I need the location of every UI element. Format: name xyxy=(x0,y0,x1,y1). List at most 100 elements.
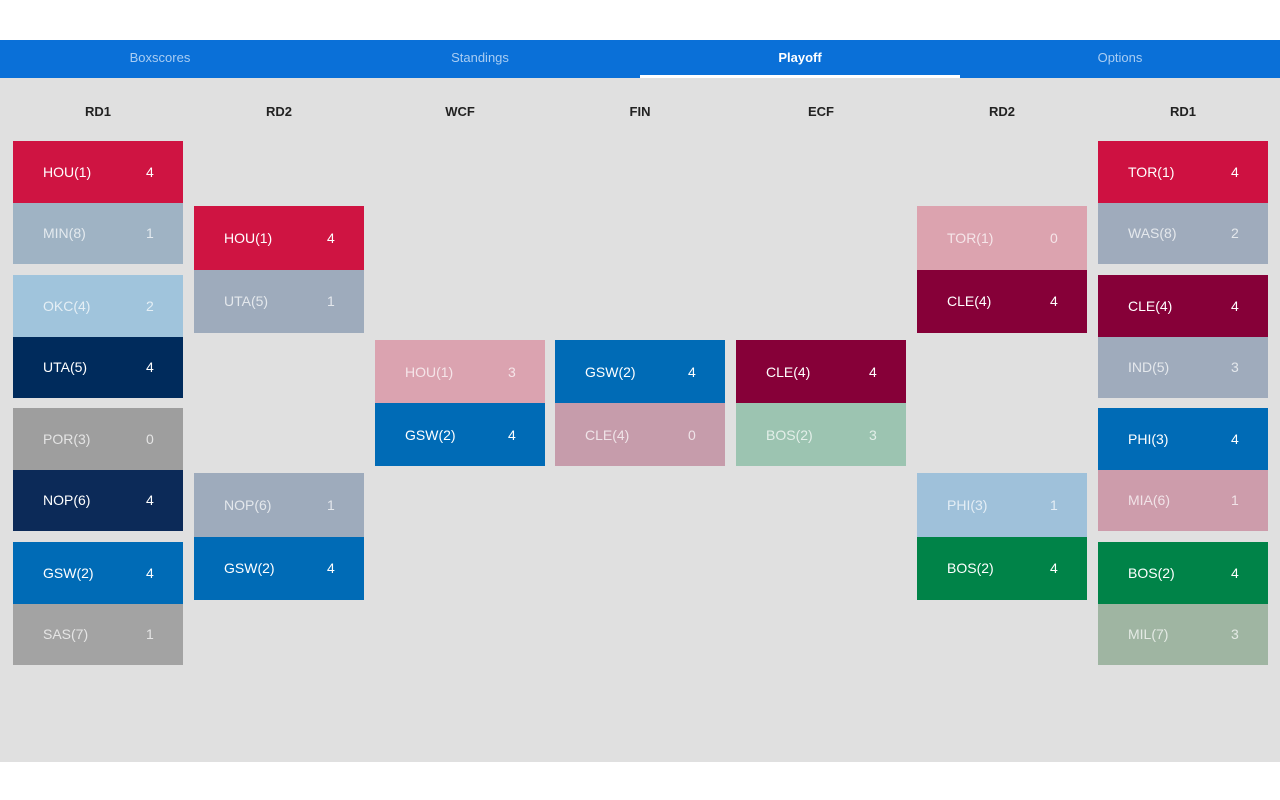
team-score: 0 xyxy=(688,426,696,443)
team-cell[interactable]: CLE(4) 4 xyxy=(1098,275,1268,337)
team-score: 4 xyxy=(146,163,154,180)
team-name: GSW(2) xyxy=(405,426,456,443)
team-name: NOP(6) xyxy=(43,492,91,509)
team-name: CLE(4) xyxy=(766,363,811,380)
team-name: CLE(4) xyxy=(585,426,630,443)
team-cell[interactable]: NOP(6) 1 xyxy=(194,473,364,537)
team-cell[interactable]: MIL(7) 3 xyxy=(1098,603,1268,665)
team-name: SAS(7) xyxy=(43,626,89,643)
team-score: 4 xyxy=(688,363,696,380)
team-cell[interactable]: CLE(4) 0 xyxy=(555,403,725,466)
team-name: GSW(2) xyxy=(43,564,94,581)
tab[interactable]: Standings xyxy=(451,50,509,65)
team-score: 3 xyxy=(869,426,877,443)
team-name: UTA(5) xyxy=(224,293,269,310)
team-name: BOS(2) xyxy=(766,426,813,443)
team-score: 3 xyxy=(1231,626,1239,643)
team-cell[interactable]: PHI(3) 1 xyxy=(917,473,1087,537)
team-score: 4 xyxy=(1231,163,1239,180)
team-cell[interactable]: UTA(5) 4 xyxy=(13,336,183,398)
team-cell[interactable]: OKC(4) 2 xyxy=(13,275,183,337)
round-header: FIN xyxy=(629,104,651,119)
team-score: 1 xyxy=(146,626,154,643)
team-cell[interactable]: HOU(1) 4 xyxy=(13,141,183,203)
team-score: 4 xyxy=(146,359,154,376)
team-cell[interactable]: PHI(3) 4 xyxy=(1098,408,1268,470)
team-name: HOU(1) xyxy=(43,163,92,180)
team-score: 3 xyxy=(508,363,516,380)
team-score: 4 xyxy=(146,492,154,509)
team-cell[interactable]: HOU(1) 4 xyxy=(194,206,364,270)
team-cell[interactable]: GSW(2) 4 xyxy=(13,542,183,604)
team-score: 0 xyxy=(1050,229,1058,246)
team-name: BOS(2) xyxy=(1128,564,1175,581)
team-name: PHI(3) xyxy=(947,496,988,513)
team-cell[interactable]: CLE(4) 4 xyxy=(917,269,1087,333)
team-name: NOP(6) xyxy=(224,496,272,513)
team-cell[interactable]: UTA(5) 1 xyxy=(194,269,364,333)
team-name: PHI(3) xyxy=(1128,430,1169,447)
team-score: 0 xyxy=(146,430,154,447)
team-score: 1 xyxy=(1050,496,1058,513)
team-score: 2 xyxy=(146,297,154,314)
team-cell[interactable]: GSW(2) 4 xyxy=(555,340,725,403)
team-cell[interactable]: WAS(8) 2 xyxy=(1098,202,1268,264)
team-score: 4 xyxy=(1231,430,1239,447)
team-cell[interactable]: IND(5) 3 xyxy=(1098,336,1268,398)
team-cell[interactable]: GSW(2) 4 xyxy=(194,536,364,600)
team-cell[interactable]: BOS(2) 4 xyxy=(917,536,1087,600)
team-name: GSW(2) xyxy=(224,560,275,577)
team-score: 4 xyxy=(869,363,877,380)
team-name: CLE(4) xyxy=(947,293,992,310)
team-name: TOR(1) xyxy=(947,229,994,246)
team-cell[interactable]: MIN(8) 1 xyxy=(13,202,183,264)
team-score: 1 xyxy=(327,496,335,513)
round-header: RD2 xyxy=(265,104,292,119)
team-cell[interactable]: BOS(2) 4 xyxy=(1098,542,1268,604)
team-name: UTA(5) xyxy=(43,359,88,376)
team-score: 4 xyxy=(1050,560,1058,577)
bracket: RD1 HOU(1) 4 MIN(8) 1 OKC(4) 2 UTA(5) 4 POR(3) 0 NO… xyxy=(0,78,1280,762)
team-score: 1 xyxy=(327,293,335,310)
team-cell[interactable]: MIA(6) 1 xyxy=(1098,469,1268,531)
team-score: 4 xyxy=(146,564,154,581)
team-cell[interactable]: POR(3) 0 xyxy=(13,408,183,470)
tab[interactable]: Options xyxy=(1097,50,1143,65)
team-name: GSW(2) xyxy=(585,363,636,380)
team-score: 4 xyxy=(327,560,335,577)
round-header: WCF xyxy=(445,104,475,119)
team-name: CLE(4) xyxy=(1128,297,1173,314)
team-score: 4 xyxy=(1231,564,1239,581)
team-name: IND(5) xyxy=(1128,359,1170,376)
team-cell[interactable]: TOR(1) 0 xyxy=(917,206,1087,270)
team-name: OKC(4) xyxy=(43,297,91,314)
tab[interactable]: Playoff xyxy=(640,40,960,78)
team-name: MIN(8) xyxy=(43,225,86,242)
team-name: HOU(1) xyxy=(405,363,454,380)
team-score: 4 xyxy=(508,426,516,443)
team-cell[interactable]: GSW(2) 4 xyxy=(375,403,545,466)
team-cell[interactable]: HOU(1) 3 xyxy=(375,340,545,403)
round-header: RD1 xyxy=(84,104,111,119)
tab[interactable]: Boxscores xyxy=(129,50,191,65)
team-cell[interactable]: NOP(6) 4 xyxy=(13,469,183,531)
team-cell[interactable]: SAS(7) 1 xyxy=(13,603,183,665)
team-name: POR(3) xyxy=(43,430,91,447)
team-name: TOR(1) xyxy=(1128,163,1175,180)
round-header: RD1 xyxy=(1169,104,1196,119)
round-header: ECF xyxy=(808,104,834,119)
team-score: 4 xyxy=(1231,297,1239,314)
team-cell[interactable]: TOR(1) 4 xyxy=(1098,141,1268,203)
team-score: 4 xyxy=(1050,293,1058,310)
team-score: 1 xyxy=(1231,492,1239,509)
team-score: 2 xyxy=(1231,225,1239,242)
round-header: RD2 xyxy=(988,104,1015,119)
team-cell[interactable]: BOS(2) 3 xyxy=(736,403,906,466)
team-name: BOS(2) xyxy=(947,560,994,577)
team-name: HOU(1) xyxy=(224,229,273,246)
team-score: 1 xyxy=(146,225,154,242)
team-cell[interactable]: CLE(4) 4 xyxy=(736,340,906,403)
team-name: WAS(8) xyxy=(1128,225,1177,242)
team-name: MIL(7) xyxy=(1128,626,1169,643)
